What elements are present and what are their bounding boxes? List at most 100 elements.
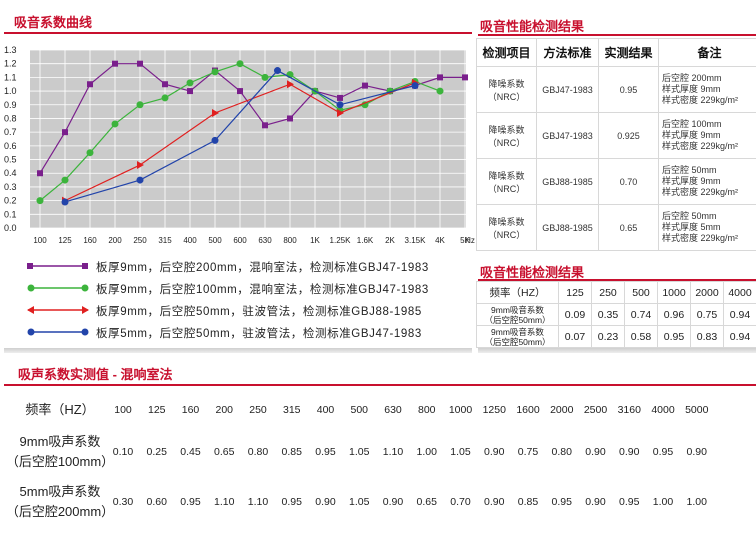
perf2-row-label-line: （后空腔50mm） — [484, 336, 551, 347]
perf-item-text: （NRC） — [487, 137, 526, 148]
data-point-square — [187, 88, 193, 95]
legend-swatch-square-icon — [27, 263, 88, 269]
perf-section-title: 吸音性能检测结果 — [480, 19, 585, 34]
perf2-value-cell: 0.58 — [624, 325, 658, 348]
meas-freq-cell: 4000 — [651, 404, 675, 416]
perf2-value-cell: 0.23 — [591, 325, 625, 348]
meas-value-cell: 0.45 — [180, 446, 201, 458]
meas-freq-cell: 630 — [384, 404, 402, 416]
data-point-circle — [36, 197, 44, 205]
data-point-circle — [336, 101, 344, 109]
perf-result-cell: 0.925 — [598, 112, 659, 159]
table-row: 降噪系数 （NRC） GBJ88-1985 0.65 后空腔 50mm 样式厚度 5… — [476, 204, 756, 251]
meas-freq-cell: 5000 — [685, 404, 709, 416]
data-point-triangle — [137, 161, 144, 170]
perf-item-text: （NRC） — [487, 91, 526, 102]
meas-row-label-line: 9mm吸声系数 — [19, 434, 101, 449]
meas-value-cell: 1.00 — [686, 496, 707, 508]
data-point-square — [362, 82, 368, 89]
meas-value-cell: 0.80 — [551, 446, 572, 458]
perf-item-text: 降噪系数 — [488, 216, 525, 227]
legend-item-blue: 板厚5mm，后空腔50mm，驻波管法，检测标准GBJ47-1983 — [26, 324, 466, 342]
data-point-circle — [411, 82, 419, 90]
meas-freq-cell: 160 — [181, 404, 200, 416]
perf-table: 检测项目 方法标准 实测结果 备注 降噪系数 （NRC） GBJ47-1983 0… — [476, 38, 756, 251]
data-point-square — [337, 94, 343, 101]
meas-value-cell: 1.10 — [247, 496, 269, 508]
meas-value-cell: 0.95 — [315, 446, 336, 458]
perf-note-line: 样式密度 229kg/m² — [662, 95, 739, 105]
perf2-value-cell: 0.07 — [558, 325, 592, 348]
y-tick-label: 1.0 — [4, 86, 17, 96]
series-line — [64, 69, 416, 203]
meas-freq-cell: 3160 — [617, 404, 641, 416]
meas-value-cell: 1.05 — [450, 446, 471, 458]
table-row: 降噪系数 （NRC） GBJ47-1983 0.95 后空腔 200mm 样式厚度 … — [476, 66, 756, 113]
x-tick-label: 4K — [435, 236, 445, 245]
table-row: 9mm吸音系数 （后空腔50mm） 0.07 0.23 0.58 0.95 0.8… — [476, 325, 756, 348]
data-point-square — [237, 88, 243, 95]
y-tick-label: 0.4 — [4, 168, 17, 178]
perf2-freq-cell: 4000 — [723, 281, 756, 304]
x-tick-label: 5K — [460, 236, 470, 245]
data-point-circle — [61, 198, 69, 206]
data-point-circle — [211, 136, 219, 144]
x-tick-label: 125 — [58, 236, 72, 245]
meas-value-cell: 0.95 — [652, 446, 674, 458]
meas-value-cell: 0.90 — [686, 446, 707, 458]
meas-freq-cell: 400 — [316, 404, 335, 416]
perf2-row-label-line: 9mm吸音系数 — [491, 326, 544, 337]
perf2-divider — [478, 348, 756, 353]
meas-value-cell: 0.90 — [382, 496, 404, 508]
meas-freq-row: 频率（HZ） 100 125 160 200 250 315 400 500 630 800 100… — [0, 396, 756, 440]
data-point-square — [262, 122, 268, 129]
perf-note-cell: 后空腔 50mm 样式厚度 9mm 样式密度 229kg/m² — [658, 158, 756, 205]
meas-value-cell: 0.90 — [484, 496, 505, 508]
perf-note-cell: 后空腔 50mm 样式厚度 5mm 样式密度 229kg/m² — [658, 204, 756, 251]
meas-row-label: 5mm吸声系数 （后空腔200mm） — [0, 482, 120, 522]
perf-method-cell: GBJ47-1983 — [536, 112, 599, 159]
x-tick-label: 800 — [283, 236, 297, 245]
plot-area — [30, 50, 466, 228]
meas-row-5mm: 5mm吸声系数 （后空腔200mm） 0.30 0.60 0.95 1.10 1.10 0… — [0, 482, 756, 526]
meas-freq-cell: 100 — [114, 404, 132, 416]
perf-note-line: 后空腔 100mm — [662, 119, 722, 129]
perf-note-line: 样式厚度 9mm — [662, 176, 721, 186]
perf2-value-cell: 0.75 — [690, 303, 724, 326]
perf2-row-label: 9mm吸音系数 （后空腔50mm） — [476, 325, 559, 348]
data-point-triangle — [212, 108, 219, 117]
data-point-triangle — [337, 108, 344, 117]
perf-note-cell: 后空腔 200mm 样式厚度 9mm 样式密度 229kg/m² — [658, 66, 756, 113]
perf-note-line: 样式厚度 5mm — [662, 222, 721, 232]
chart-title-rule — [4, 32, 472, 34]
meas-freq-cell: 800 — [417, 404, 436, 416]
meas-freq-cell: 1000 — [448, 404, 473, 416]
chart-section-title: 吸音系数曲线 — [14, 15, 93, 30]
perf-result-cell: 0.70 — [598, 158, 659, 205]
y-tick-label: 0.0 — [4, 223, 17, 233]
meas-row-label-line: （后空腔100mm） — [5, 454, 115, 469]
x-tick-label: 630 — [258, 236, 272, 245]
x-tick-label: 1.6K — [357, 236, 374, 245]
meas-freq-cell: 2500 — [583, 404, 608, 416]
perf-header-method: 方法标准 — [536, 38, 599, 67]
meas-value-cell: 0.30 — [112, 496, 134, 508]
meas-value-cell: 0.70 — [450, 496, 471, 508]
meas-value-cell: 0.95 — [281, 496, 302, 508]
meas-value-cell: 1.10 — [214, 496, 235, 508]
data-point-circle — [261, 73, 269, 81]
perf2-value-cell: 0.94 — [723, 303, 756, 326]
perf-header-result: 实测结果 — [598, 38, 659, 67]
perf2-table: 频率（HZ） 125 250 500 1000 2000 4000 9mm吸音系… — [476, 281, 756, 348]
legend-swatch-circle-icon — [27, 328, 89, 336]
perf-item-cell: 降噪系数 （NRC） — [476, 204, 537, 251]
meas-value-cell: 0.80 — [247, 446, 269, 458]
y-tick-label: 1.3 — [4, 45, 17, 55]
perf-note-cell: 后空腔 100mm 样式厚度 9mm 样式密度 229kg/m² — [658, 112, 756, 159]
data-point-circle — [136, 101, 144, 109]
y-tick-label: 0.2 — [4, 196, 17, 206]
perf-note-line: 样式密度 229kg/m² — [662, 233, 739, 243]
data-point-circle — [211, 68, 219, 76]
perf-note-line: 后空腔 50mm — [662, 211, 717, 221]
perf2-row-label-line: 9mm吸音系数 — [491, 304, 544, 315]
